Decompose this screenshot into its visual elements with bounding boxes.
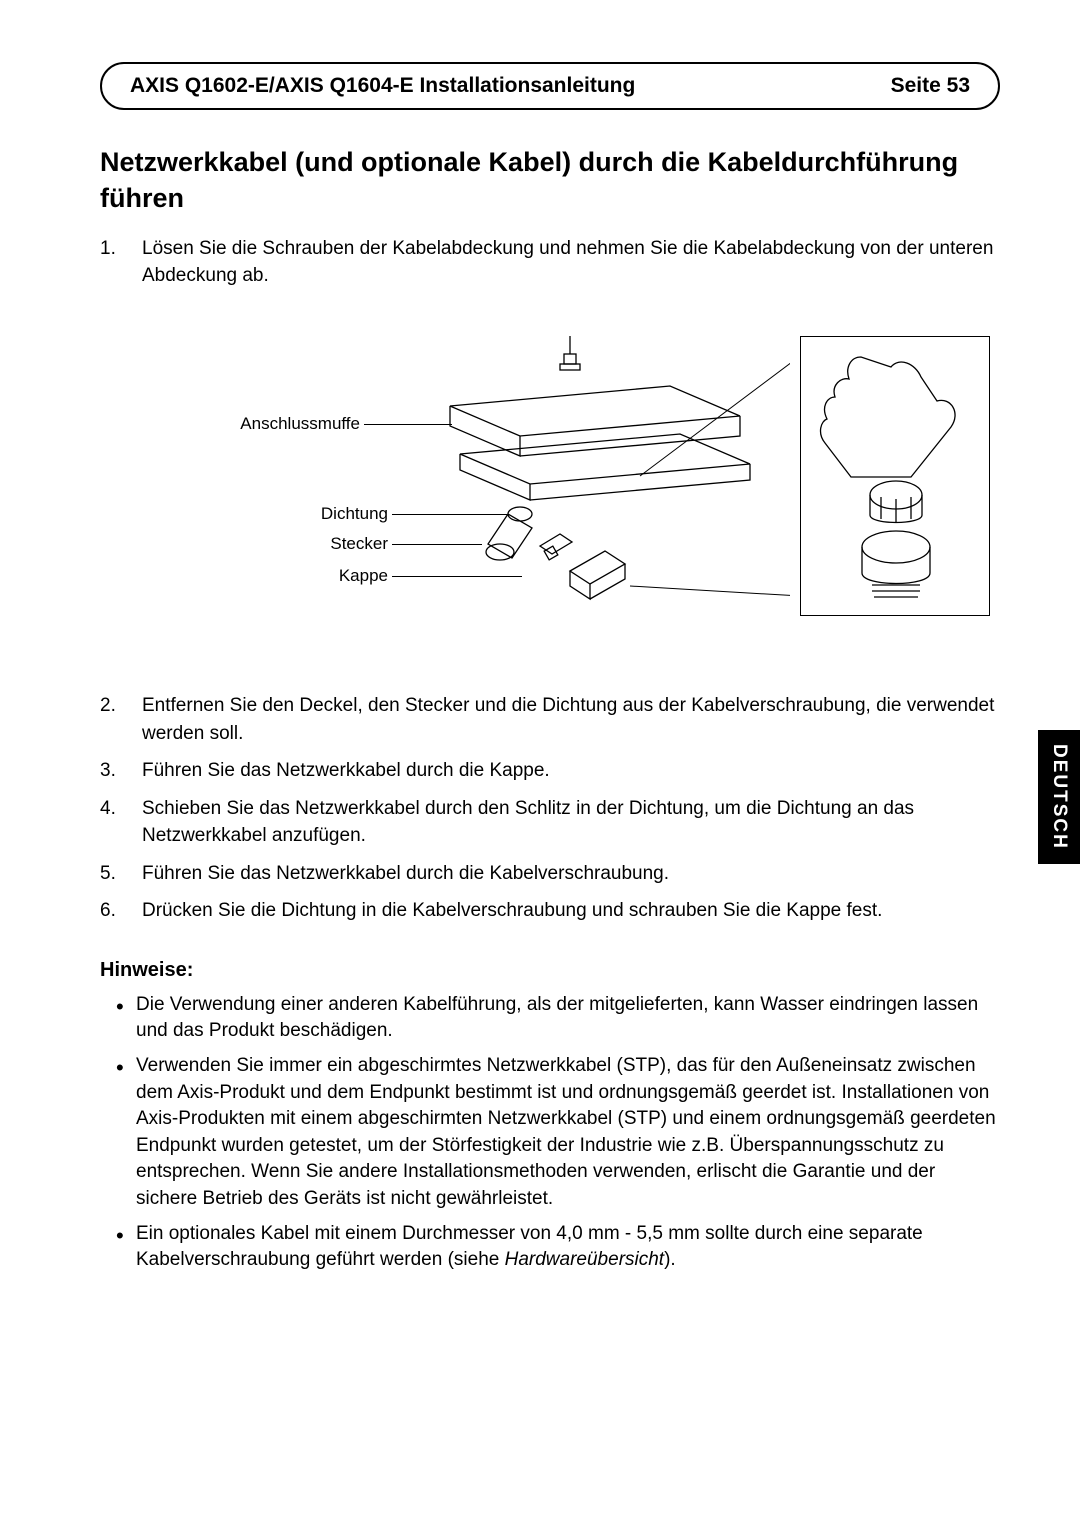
language-tab-label: DEUTSCH bbox=[1048, 744, 1070, 850]
step-item: 2. Entfernen Sie den Deckel, den Stecker… bbox=[100, 692, 1000, 747]
step-item: 3. Führen Sie das Netzwerkkabel durch di… bbox=[100, 757, 1000, 785]
step-item: 4. Schieben Sie das Netzwerkkabel durch … bbox=[100, 795, 1000, 850]
step-number: 5. bbox=[100, 860, 128, 888]
step-number: 3. bbox=[100, 757, 128, 785]
step-text: Drücken Sie die Dichtung in die Kabelver… bbox=[142, 897, 882, 925]
notes-list: Die Verwendung einer anderen Kabelführun… bbox=[100, 992, 1000, 1274]
note-item: Verwenden Sie immer ein abgeschirmtes Ne… bbox=[136, 1053, 1000, 1213]
page-header: AXIS Q1602-E/AXIS Q1604-E Installationsa… bbox=[100, 62, 1000, 110]
notes-heading: Hinweise: bbox=[100, 959, 1000, 982]
header-page-number: Seite 53 bbox=[891, 74, 970, 98]
note-item: Die Verwendung einer anderen Kabelführun… bbox=[136, 992, 1000, 1045]
step-item: 1. Lösen Sie die Schrauben der Kabelabde… bbox=[100, 235, 1000, 290]
diagram-main-view bbox=[430, 336, 790, 616]
step-number: 1. bbox=[100, 235, 128, 290]
step-text: Lösen Sie die Schrauben der Kabelabdecku… bbox=[142, 235, 1000, 290]
note-text-suffix: ). bbox=[664, 1249, 676, 1270]
label-stecker: Stecker bbox=[318, 534, 388, 554]
note-item: Ein optionales Kabel mit einem Durchmess… bbox=[136, 1221, 1000, 1274]
step-text: Führen Sie das Netzwerkkabel durch die K… bbox=[142, 860, 669, 888]
step-number: 2. bbox=[100, 692, 128, 747]
step-text: Führen Sie das Netzwerkkabel durch die K… bbox=[142, 757, 550, 785]
step-item: 6. Drücken Sie die Dichtung in die Kabel… bbox=[100, 897, 1000, 925]
label-dichtung: Dichtung bbox=[308, 504, 388, 524]
steps-list: 1. Lösen Sie die Schrauben der Kabelabde… bbox=[100, 235, 1000, 290]
language-tab: DEUTSCH bbox=[1038, 730, 1080, 864]
label-anschlussmuffe: Anschlussmuffe bbox=[230, 414, 360, 434]
header-title: AXIS Q1602-E/AXIS Q1604-E Installationsa… bbox=[130, 74, 635, 98]
step-item: 5. Führen Sie das Netzwerkkabel durch di… bbox=[100, 860, 1000, 888]
section-heading: Netzwerkkabel (und optionale Kabel) durc… bbox=[100, 144, 1000, 217]
diagram-detail-view bbox=[800, 336, 990, 616]
note-italic-ref: Hardwareübersicht bbox=[505, 1249, 664, 1270]
cable-gland-diagram: Anschlussmuffe Dichtung Stecker Kappe bbox=[100, 336, 1000, 636]
step-number: 6. bbox=[100, 897, 128, 925]
step-text: Schieben Sie das Netzwerkkabel durch den… bbox=[142, 795, 1000, 850]
step-text: Entfernen Sie den Deckel, den Stecker un… bbox=[142, 692, 1000, 747]
label-kappe: Kappe bbox=[326, 566, 388, 586]
step-number: 4. bbox=[100, 795, 128, 850]
steps-list-continued: 2. Entfernen Sie den Deckel, den Stecker… bbox=[100, 692, 1000, 925]
